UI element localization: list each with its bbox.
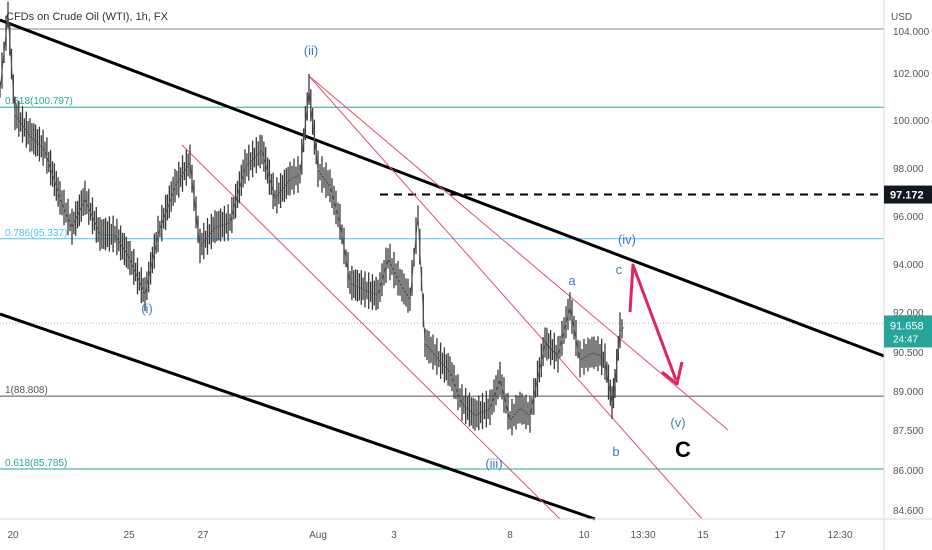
x-tick-label: 15 — [697, 530, 709, 541]
plot-background — [0, 0, 884, 519]
wave-label: C — [675, 437, 691, 462]
y-tick-label: 89.000 — [893, 387, 924, 398]
price-tag-label: 97.172 — [890, 190, 924, 202]
y-tick-label: 90.500 — [893, 348, 924, 359]
price-tag-countdown: 24:47 — [893, 334, 918, 345]
x-tick-label: 8 — [507, 530, 513, 541]
y-tick-label: 100.000 — [893, 116, 930, 127]
wave-label: (i) — [141, 301, 153, 316]
price-tag-box — [884, 185, 932, 204]
x-tick-label: 3 — [391, 530, 397, 541]
trend-lines[interactable] — [0, 18, 885, 521]
x-tick-label: 17 — [774, 530, 786, 541]
fib-level-label: 0.618(85.785) — [5, 458, 67, 469]
red-channel-line — [308, 75, 703, 520]
y-tick-label: 96.000 — [893, 212, 924, 223]
y-tick-label: 104.000 — [893, 27, 930, 38]
wave-label: (ii) — [304, 43, 318, 58]
projection-arrow — [628, 263, 678, 381]
fib-level-label: 0.786(95.337) — [5, 228, 67, 239]
wave-label: (iv) — [618, 232, 636, 247]
wave-annotations: (ii) (i) (iii) (iv) (v) a b c C — [141, 43, 691, 471]
x-tick-label: 25 — [123, 530, 135, 541]
y-tick-label: 87.500 — [893, 426, 924, 437]
price-tags: 97.172 91.658 24:47 — [884, 185, 932, 348]
x-tick-label: 10 — [578, 530, 590, 541]
x-tick-label: 12:30 — [827, 530, 852, 541]
y-tick-label: 98.000 — [893, 164, 924, 175]
x-tick-label: 27 — [197, 530, 209, 541]
red-channel-line — [308, 75, 729, 431]
wave-label: (v) — [670, 415, 685, 430]
x-tick-label: 20 — [7, 530, 19, 541]
y-tick-label: 92.000 — [893, 308, 924, 319]
fibonacci-levels: 0.618(100.797) 0.786(95.337) 1(88.808) 0.61… — [0, 28, 884, 470]
price-path-line — [0, 15, 625, 422]
price-tag-box — [884, 315, 932, 348]
red-channel-line — [181, 144, 561, 520]
time-axis[interactable]: 20 25 27 Aug 3 8 10 13:30 15 17 12:30 — [7, 530, 853, 541]
currency-label: USD — [891, 12, 912, 23]
projection-arrow-head — [661, 361, 684, 386]
price-series — [0, 1, 625, 436]
wave-label: c — [616, 262, 623, 277]
y-tick-label: 102.000 — [893, 69, 930, 80]
y-tick-label: 84.600 — [893, 506, 924, 517]
wave-label: a — [568, 273, 576, 288]
price-axis[interactable]: 104.000 102.000 100.000 98.000 96.000 94.000 9… — [893, 27, 930, 517]
chart-title: CFDs on Crude Oil (WTI), 1h, FX — [6, 11, 169, 23]
x-tick-label: 13:30 — [630, 530, 655, 541]
y-tick-label: 86.000 — [893, 466, 924, 477]
fib-level-label: 1(88.808) — [5, 385, 48, 396]
lower-channel-line — [0, 312, 596, 521]
y-tick-label: 94.000 — [893, 260, 924, 271]
wave-label: b — [612, 444, 619, 459]
price-tag-label: 91.658 — [890, 320, 924, 332]
wave-label: (iii) — [485, 456, 502, 471]
fib-level-label: 0.618(100.797) — [5, 96, 73, 107]
x-tick-label: Aug — [309, 530, 327, 541]
